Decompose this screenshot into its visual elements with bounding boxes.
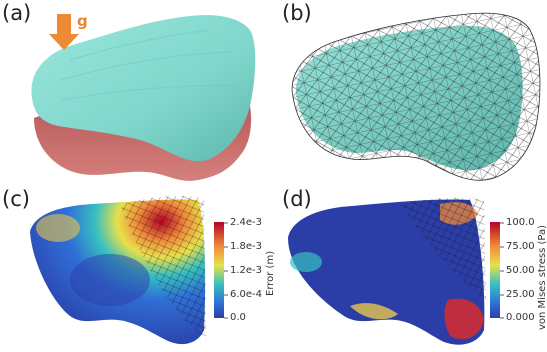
panel-d-right-hotspot (444, 298, 484, 340)
panel-label-c: (c) (2, 187, 30, 211)
panel-label-a: (a) (2, 1, 32, 25)
colorbar-error-tick-4: 0.0 (230, 312, 246, 323)
colorbar-stress-tick-1: 75.00 (506, 241, 535, 252)
panel-d-bottom-hotspot (350, 303, 398, 320)
panel-c-blue-core (70, 254, 150, 306)
colorbar-error-tick-3: 6.0e-4 (230, 289, 263, 300)
panel-c-yellow-patch (36, 214, 80, 242)
panel-b-mesh-outline (291, 12, 541, 181)
colorbar-stress-tick-3: 25.00 (506, 289, 535, 300)
panel-label-d: (d) (282, 187, 312, 211)
colorbar-error-tick-2: 1.2e-3 (230, 265, 263, 276)
colorbar-error-tick-1: 1.8e-3 (230, 241, 263, 252)
colorbar-stress-tick-2: 50.00 (506, 265, 535, 276)
panel-label-b: (b) (282, 1, 312, 25)
colorbar-stress-title: von Mises stress (Pa) (537, 225, 547, 330)
colorbar-error-tick-0: 2.4e-3 (230, 217, 263, 228)
gravity-arrow-icon (49, 14, 79, 50)
colorbar-stress-tick-4: 0.000 (506, 312, 535, 323)
gravity-label: g (77, 12, 88, 30)
panel-d-left-patch (290, 252, 322, 272)
panel-a-shading (59, 29, 241, 101)
colorbar-stress-tick-0: 100.0 (506, 217, 535, 228)
panel-a-teal-surface (31, 15, 256, 162)
